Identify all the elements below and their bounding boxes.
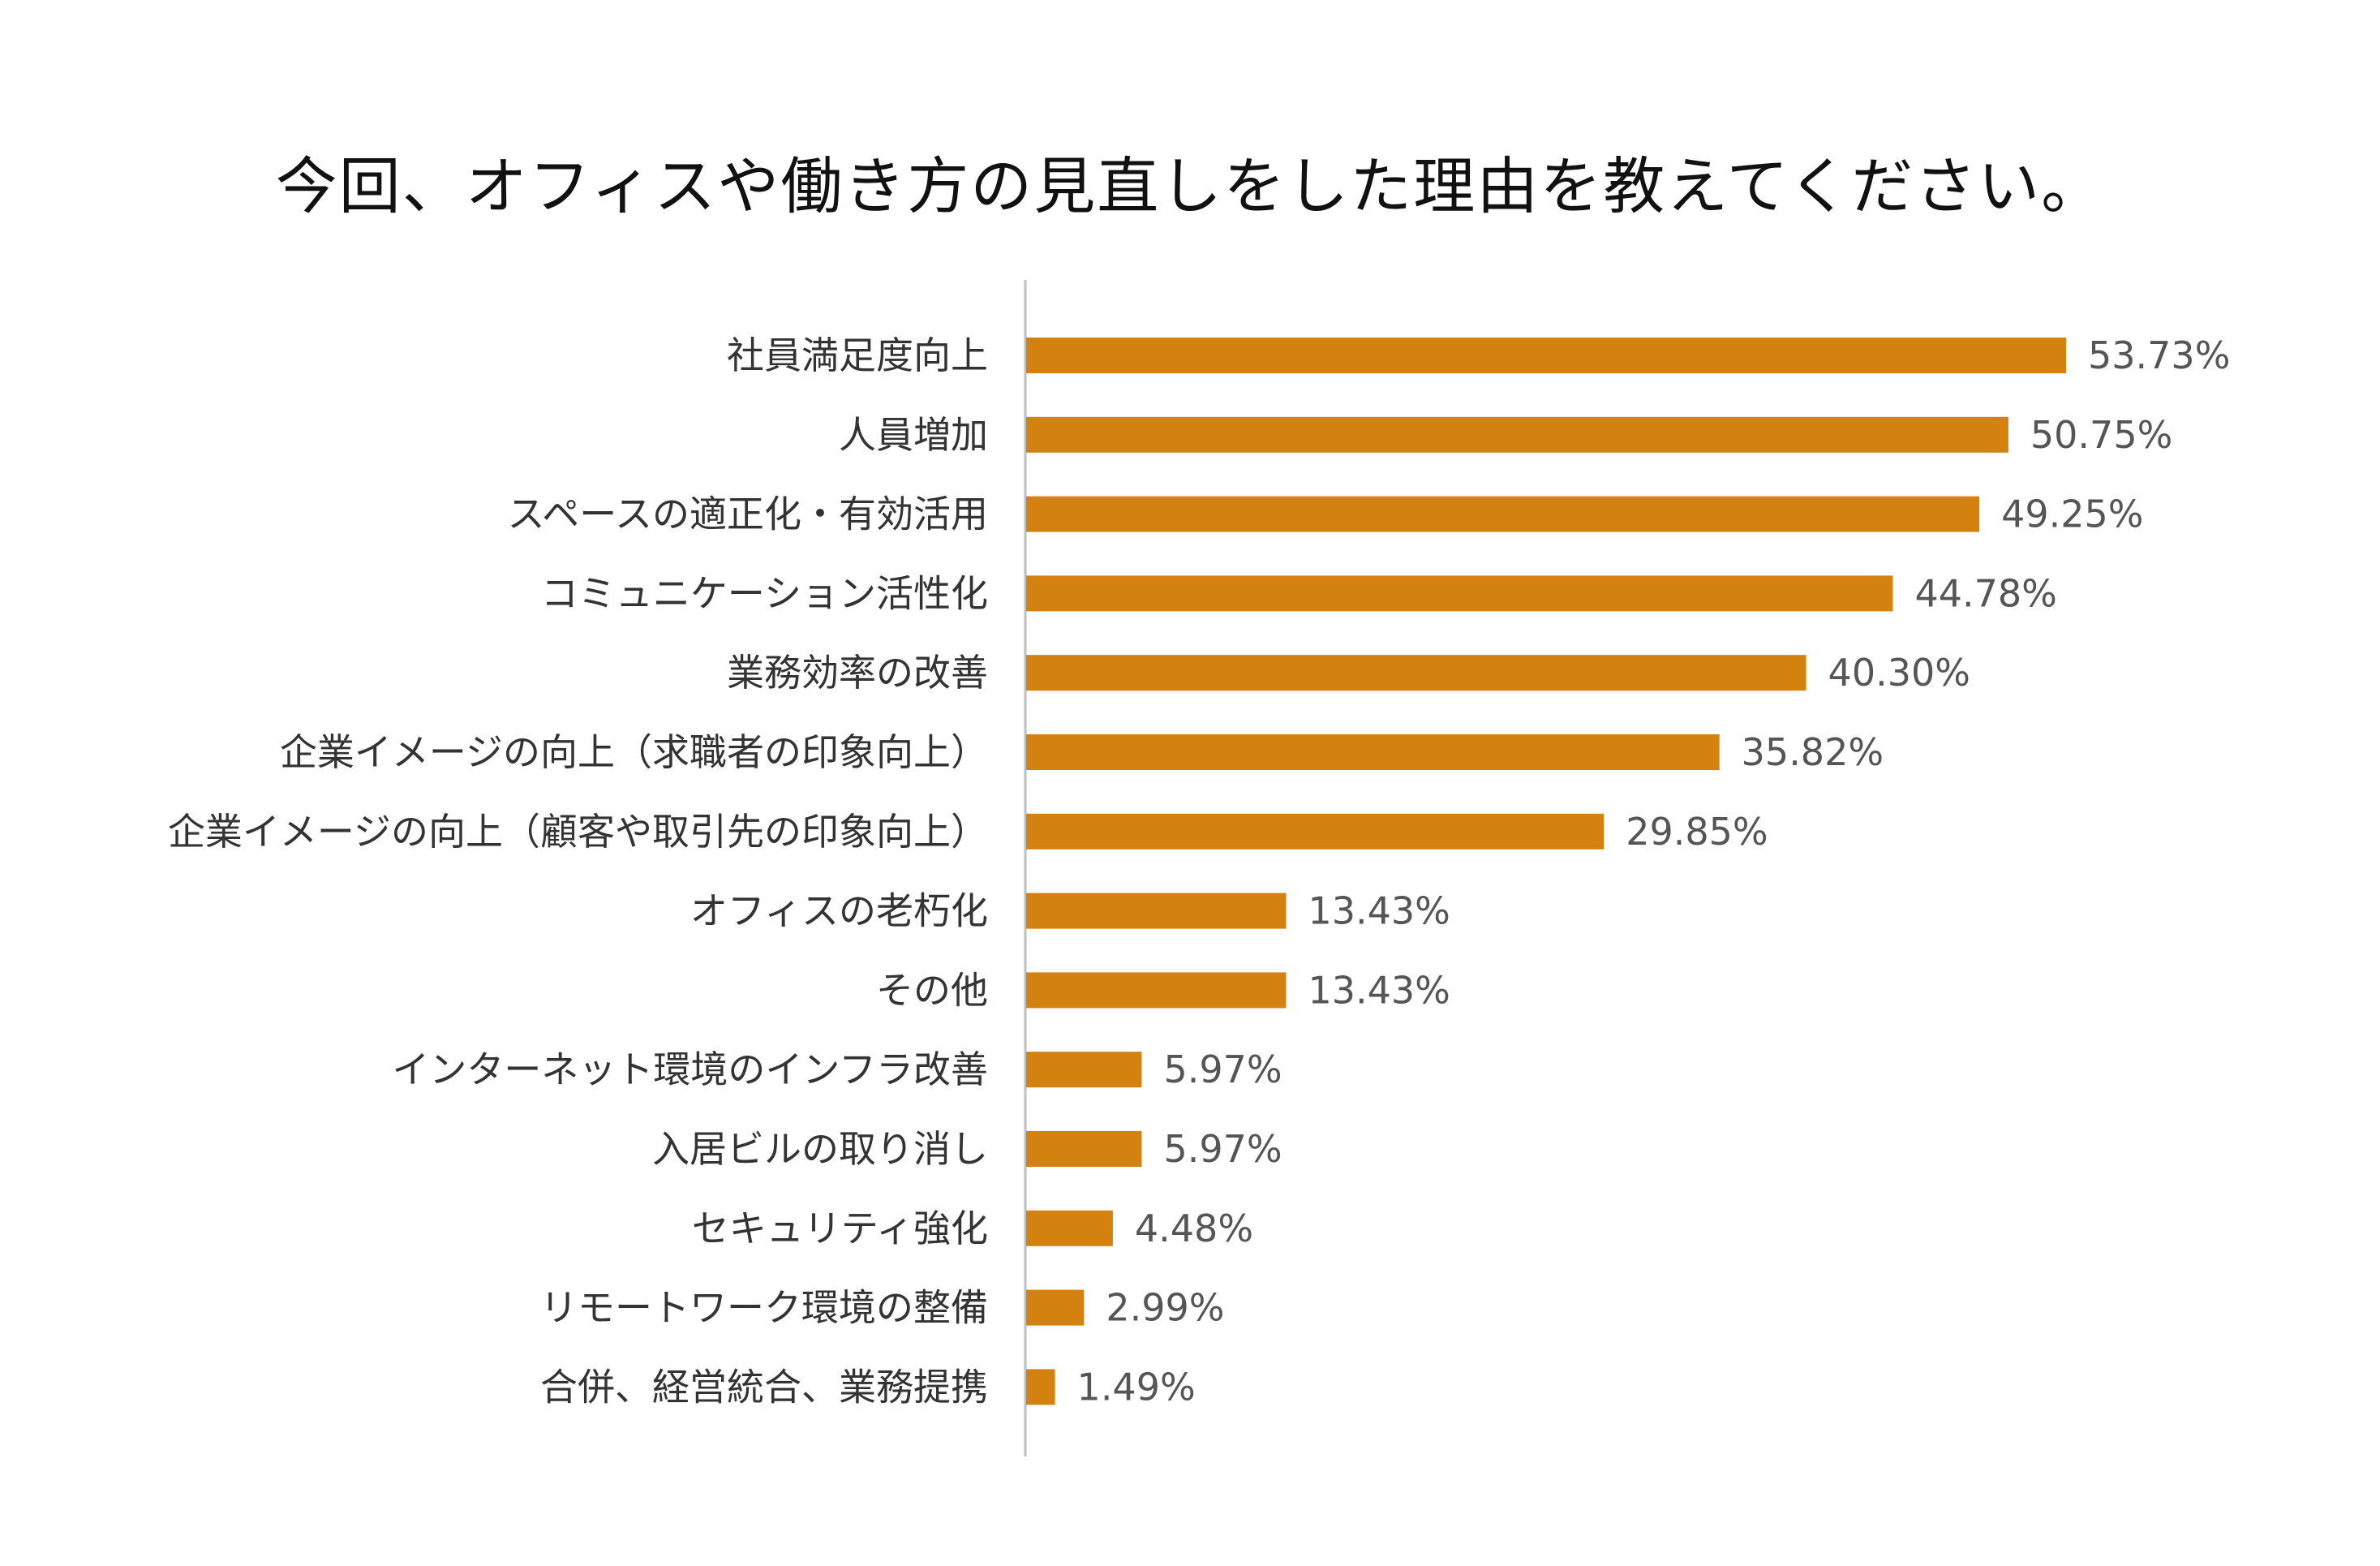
value-label: 5.97% — [1163, 1048, 1282, 1091]
category-label: 企業イメージの向上（顧客や取引先の印象向上） — [168, 810, 988, 854]
category-label: 業務効率の改善 — [727, 651, 988, 695]
bar — [1026, 1210, 1113, 1246]
bar — [1026, 893, 1287, 929]
category-label: 社員満足度向上 — [727, 333, 988, 377]
bar — [1026, 575, 1893, 612]
value-label: 5.97% — [1163, 1127, 1282, 1171]
bars-group: 社員満足度向上 53.73% 人員増加 50.75% スペースの適正化・有効活用 49.2… — [168, 333, 2231, 1409]
category-label: スペースの適正化・有効活用 — [508, 493, 988, 536]
value-label: 4.48% — [1135, 1207, 1253, 1250]
value-label: 2.99% — [1106, 1286, 1224, 1330]
category-label: 企業イメージの向上（求職者の印象向上） — [280, 730, 988, 774]
value-label: 44.78% — [1914, 571, 2056, 615]
category-label: 入居ビルの取り消し — [652, 1127, 988, 1171]
bar — [1026, 972, 1287, 1009]
bar — [1026, 1052, 1142, 1088]
bar — [1026, 655, 1806, 691]
bar — [1026, 1369, 1055, 1405]
value-label: 13.43% — [1308, 889, 1450, 933]
category-label: 合併、経営統合、業務提携 — [540, 1365, 988, 1409]
category-label: コミュニケーション活性化 — [541, 571, 988, 615]
value-label: 29.85% — [1626, 810, 1768, 854]
bar — [1026, 416, 2008, 453]
value-label: 50.75% — [2030, 413, 2172, 457]
bar — [1026, 734, 1720, 770]
value-label: 1.49% — [1077, 1365, 1196, 1409]
bar — [1026, 1131, 1142, 1167]
value-label: 49.25% — [2001, 493, 2143, 536]
category-label: その他 — [876, 968, 988, 1012]
category-label: 人員増加 — [839, 413, 988, 457]
value-label: 35.82% — [1742, 730, 1884, 774]
category-label: リモートワーク環境の整備 — [540, 1286, 988, 1330]
category-label: オフィスの老朽化 — [690, 889, 988, 933]
bar — [1026, 1289, 1085, 1326]
bar — [1026, 496, 1980, 532]
bar — [1026, 813, 1605, 850]
category-label: インターネット環境のインフラ改善 — [392, 1048, 988, 1091]
value-label: 13.43% — [1308, 968, 1450, 1012]
chart-title: 今回、オフィスや働き方の見直しをした理由を教えてください。 — [275, 150, 2105, 222]
category-label: セキュリティ強化 — [692, 1207, 988, 1250]
value-label: 40.30% — [1828, 651, 1970, 695]
value-label: 53.73% — [2088, 333, 2230, 377]
bar — [1026, 338, 2066, 373]
